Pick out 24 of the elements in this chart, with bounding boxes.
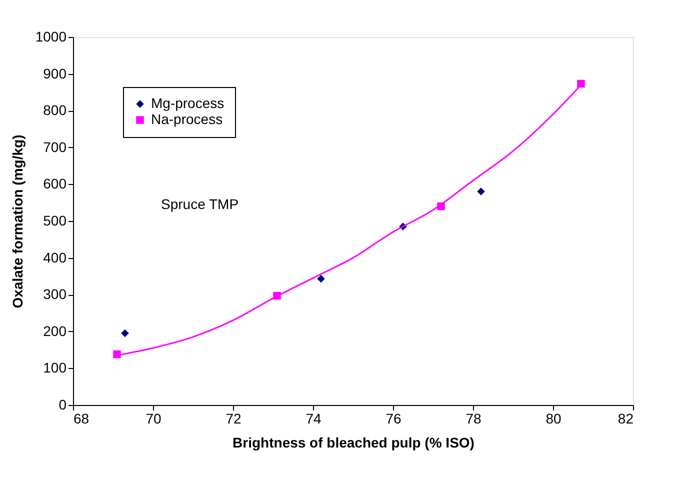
- x-tick-label: 76: [386, 410, 402, 426]
- y-tick-label: 500: [43, 212, 67, 228]
- y-tick-label: 300: [43, 286, 67, 302]
- y-tick-label: 800: [43, 102, 67, 118]
- legend-label: Na-process: [151, 111, 223, 127]
- y-tick-label: 200: [43, 322, 67, 339]
- x-axis-title: Brightness of bleached pulp (% ISO): [232, 434, 474, 450]
- y-tick-label: 0: [58, 396, 67, 412]
- x-tick-label: 82: [618, 410, 634, 426]
- x-tick-label: 70: [146, 410, 162, 426]
- y-axis-title: Oxalate formation (mg/kg): [9, 134, 26, 308]
- y-tick-label: 600: [43, 176, 67, 192]
- legend-label: Mg-process: [151, 95, 224, 111]
- y-tick-label: 700: [43, 138, 67, 155]
- y-tick-label: 1000: [35, 28, 67, 44]
- x-tick-label: 80: [546, 410, 562, 426]
- y-tick-label: 400: [43, 249, 67, 266]
- x-tick-label: 72: [226, 410, 242, 426]
- x-tick-label: 74: [306, 410, 322, 426]
- x-tick-label: 68: [74, 410, 90, 426]
- x-tick-label: 78: [466, 410, 482, 426]
- y-tick-label: 100: [43, 360, 67, 376]
- y-tick-label: 900: [43, 65, 67, 82]
- annotation: Spruce TMP: [161, 196, 239, 212]
